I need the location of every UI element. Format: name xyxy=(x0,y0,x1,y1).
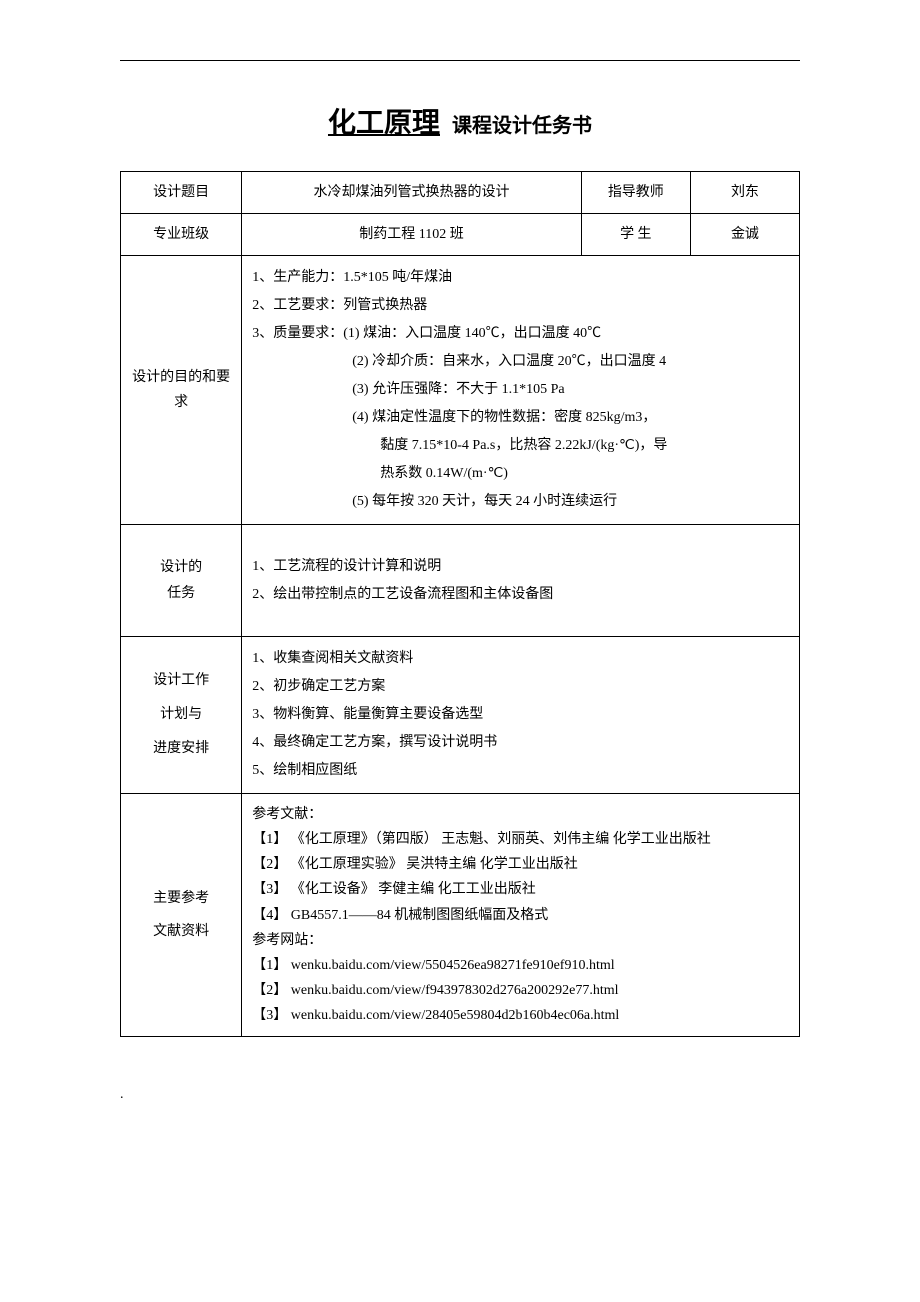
text-line: 3、物料衡算、能量衡算主要设备选型 xyxy=(252,701,789,729)
plan-content: 1、收集查阅相关文献资料 2、初步确定工艺方案 3、物料衡算、能量衡算主要设备选… xyxy=(242,636,800,793)
text-line: 热系数 0.14W/(m·℃) xyxy=(352,460,789,488)
design-topic-label: 设计题目 xyxy=(121,172,242,214)
purpose-label: 设计的目的和要求 xyxy=(121,256,242,525)
text-line: 参考文献： xyxy=(252,802,789,827)
text-line: 1、生产能力：1.5*105 吨/年煤油 xyxy=(252,264,789,292)
reference-label: 主要参考 文献资料 xyxy=(121,793,242,1037)
text-line: 【1】 《化工原理》（第四版） 王志魁、刘丽英、刘伟主编 化学工业出版社 xyxy=(252,827,789,852)
text-line: 参考网站： xyxy=(252,928,789,953)
text-line: 【4】 GB4557.1——84 机械制图图纸幅面及格式 xyxy=(252,903,789,928)
table-row: 设计的目的和要求 1、生产能力：1.5*105 吨/年煤油 2、工艺要求：列管式… xyxy=(121,256,800,525)
label-line: 设计的 xyxy=(131,555,231,580)
text-line: 4、最终确定工艺方案，撰写设计说明书 xyxy=(252,729,789,757)
label-line: 文献资料 xyxy=(131,915,231,949)
text-line: 2、初步确定工艺方案 xyxy=(252,673,789,701)
text-line: 1、工艺流程的设计计算和说明 xyxy=(252,553,789,581)
text-line: (4) 煤油定性温度下的物性数据：密度 825kg/m3， xyxy=(352,404,789,432)
label-line: 计划与 xyxy=(131,698,231,732)
text-line: 【1】 wenku.baidu.com/view/5504526ea98271f… xyxy=(252,953,789,978)
table-row: 设计工作 计划与 进度安排 1、收集查阅相关文献资料 2、初步确定工艺方案 3、… xyxy=(121,636,800,793)
label-line: 进度安排 xyxy=(131,732,231,766)
text-line: 【2】 wenku.baidu.com/view/f943978302d276a… xyxy=(252,978,789,1003)
text-line: 【3】 《化工设备》 李健主编 化工工业出版社 xyxy=(252,877,789,902)
title-sub: 课程设计任务书 xyxy=(452,115,592,137)
title-main: 化工原理 xyxy=(328,108,440,139)
text-line: 黏度 7.15*10-4 Pa.s，比热容 2.22kJ/(kg·℃)，导 xyxy=(352,432,789,460)
page-title: 化工原理 课程设计任务书 xyxy=(120,101,800,141)
text-line: (2) 冷却介质：自来水，入口温度 20℃，出口温度 4 xyxy=(352,348,789,376)
text-line: (5) 每年按 320 天计，每天 24 小时连续运行 xyxy=(352,488,789,516)
plan-label: 设计工作 计划与 进度安排 xyxy=(121,636,242,793)
text-line: 5、绘制相应图纸 xyxy=(252,757,789,785)
design-topic-value: 水冷却煤油列管式换热器的设计 xyxy=(242,172,582,214)
text-line: (3) 允许压强降：不大于 1.1*105 Pa xyxy=(352,376,789,404)
page-container: 化工原理 课程设计任务书 设计题目 水冷却煤油列管式换热器的设计 指导教师 刘东… xyxy=(120,60,800,1103)
main-table: 设计题目 水冷却煤油列管式换热器的设计 指导教师 刘东 专业班级 制药工程 11… xyxy=(120,171,800,1037)
task-content: 1、工艺流程的设计计算和说明 2、绘出带控制点的工艺设备流程图和主体设备图 xyxy=(242,525,800,636)
table-row: 设计的 任务 1、工艺流程的设计计算和说明 2、绘出带控制点的工艺设备流程图和主… xyxy=(121,525,800,636)
text-line: 【2】 《化工原理实验》 吴洪特主编 化学工业出版社 xyxy=(252,852,789,877)
table-row: 主要参考 文献资料 参考文献： 【1】 《化工原理》（第四版） 王志魁、刘丽英、… xyxy=(121,793,800,1037)
purpose-content: 1、生产能力：1.5*105 吨/年煤油 2、工艺要求：列管式换热器 3、质量要… xyxy=(242,256,800,525)
label-line: 设计工作 xyxy=(131,664,231,698)
header-line xyxy=(120,60,800,61)
teacher-value: 刘东 xyxy=(690,172,799,214)
text-line: 3、质量要求：(1) 煤油：入口温度 140℃，出口温度 40℃ xyxy=(252,320,789,348)
student-label: 学 生 xyxy=(581,214,690,256)
task-label: 设计的 任务 xyxy=(121,525,242,636)
label-line: 任务 xyxy=(131,581,231,606)
text-line: 1、收集查阅相关文献资料 xyxy=(252,645,789,673)
indent-block: (2) 冷却介质：自来水，入口温度 20℃，出口温度 4 (3) 允许压强降：不… xyxy=(252,348,789,516)
student-value: 金诚 xyxy=(690,214,799,256)
text-line: 2、绘出带控制点的工艺设备流程图和主体设备图 xyxy=(252,581,789,609)
text-line: 【3】 wenku.baidu.com/view/28405e59804d2b1… xyxy=(252,1003,789,1028)
label-line: 主要参考 xyxy=(131,882,231,916)
text-line: 2、工艺要求：列管式换热器 xyxy=(252,292,789,320)
reference-content: 参考文献： 【1】 《化工原理》（第四版） 王志魁、刘丽英、刘伟主编 化学工业出… xyxy=(242,793,800,1037)
class-value: 制药工程 1102 班 xyxy=(242,214,582,256)
class-label: 专业班级 xyxy=(121,214,242,256)
teacher-label: 指导教师 xyxy=(581,172,690,214)
footer-dot: . xyxy=(120,1087,800,1103)
table-row: 设计题目 水冷却煤油列管式换热器的设计 指导教师 刘东 xyxy=(121,172,800,214)
table-row: 专业班级 制药工程 1102 班 学 生 金诚 xyxy=(121,214,800,256)
